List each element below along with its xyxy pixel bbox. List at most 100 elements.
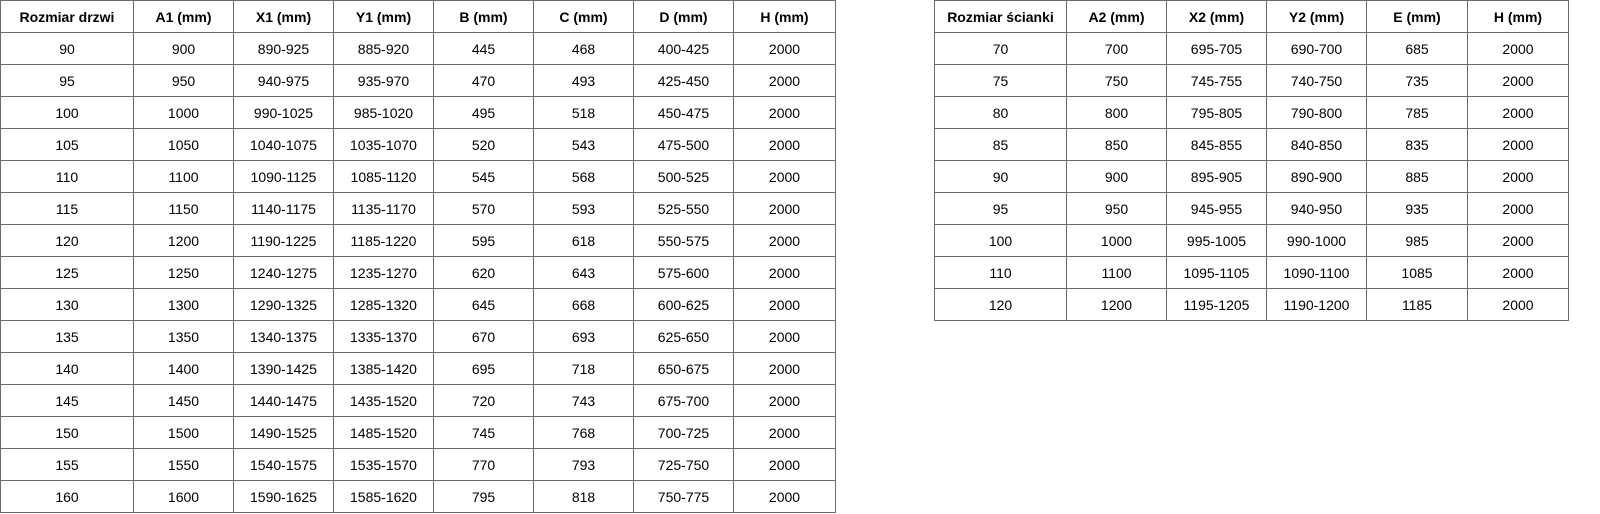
table-cell: 1250 [133, 256, 234, 289]
table-cell: 950 [1066, 192, 1167, 225]
table-cell: 690-700 [1266, 32, 1367, 65]
table-cell: 2000 [733, 192, 836, 225]
table-cell: 840-850 [1266, 128, 1367, 161]
table-cell: 2000 [1467, 192, 1569, 225]
table-cell: 475-500 [633, 128, 734, 161]
table-row: 95 950 940-975 935-970 470 493 425-450 2000 [0, 64, 836, 97]
table-cell: 425-450 [633, 64, 734, 97]
table-cell: 80 [934, 96, 1067, 129]
table-cell: 100 [934, 224, 1067, 257]
table-cell: 1550 [133, 448, 234, 481]
table-row: 95 950 945-955 940-950 935 2000 [934, 192, 1569, 225]
column-header: E (mm) [1366, 0, 1468, 33]
table-cell: 135 [0, 320, 134, 353]
table-cell: 2000 [1467, 64, 1569, 97]
table-cell: 890-900 [1266, 160, 1367, 193]
table-cell: 2000 [1467, 288, 1569, 321]
table-cell: 70 [934, 32, 1067, 65]
table-cell: 940-950 [1266, 192, 1367, 225]
table-row: 75 750 745-755 740-750 735 2000 [934, 64, 1569, 97]
table-cell: 1435-1520 [333, 384, 434, 417]
table-cell: 743 [533, 384, 634, 417]
table-row: 100 1000 990-1025 985-1020 495 518 450-475 2000 [0, 96, 836, 129]
column-header: Rozmiar ścianki [934, 0, 1067, 33]
table-row: 160 1600 1590-1625 1585-1620 795 818 750-775 20… [0, 480, 836, 513]
table-cell: 2000 [733, 320, 836, 353]
table-cell: 735 [1366, 64, 1468, 97]
table-cell: 800 [1066, 96, 1167, 129]
table-cell: 115 [0, 192, 134, 225]
table-cell: 670 [433, 320, 534, 353]
table-cell: 895-905 [1166, 160, 1267, 193]
table-cell: 2000 [1467, 160, 1569, 193]
table-cell: 525-550 [633, 192, 734, 225]
column-header: C (mm) [533, 0, 634, 33]
table-row: 150 1500 1490-1525 1485-1520 745 768 700-725 20… [0, 416, 836, 449]
table-cell: 110 [0, 160, 134, 193]
table-cell: 2000 [733, 128, 836, 161]
table-cell: 1185-1220 [333, 224, 434, 257]
door-dimensions-table: Rozmiar drzwi A1 (mm) X1 (mm) Y1 (mm) B (mm)… [0, 0, 836, 513]
table-cell: 2000 [733, 160, 836, 193]
table-cell: 885 [1366, 160, 1468, 193]
table-cell: 1200 [1066, 288, 1167, 321]
table-cell: 1085-1120 [333, 160, 434, 193]
table-row: 120 1200 1190-1225 1185-1220 595 618 550-575 20… [0, 224, 836, 257]
table-cell: 695 [433, 352, 534, 385]
table-cell: 1190-1225 [233, 224, 334, 257]
column-header: A1 (mm) [133, 0, 234, 33]
table-cell: 545 [433, 160, 534, 193]
table-cell: 1135-1170 [333, 192, 434, 225]
table-cell: 130 [0, 288, 134, 321]
table-cell: 2000 [733, 480, 836, 513]
table-cell: 125 [0, 256, 134, 289]
column-header: D (mm) [633, 0, 734, 33]
table-cell: 520 [433, 128, 534, 161]
table-cell: 890-925 [233, 32, 334, 65]
column-header: X2 (mm) [1166, 0, 1267, 33]
table-cell: 990-1000 [1266, 224, 1367, 257]
table-cell: 2000 [1467, 256, 1569, 289]
table-cell: 990-1025 [233, 96, 334, 129]
table-cell: 1590-1625 [233, 480, 334, 513]
table-cell: 75 [934, 64, 1067, 97]
table-cell: 750 [1066, 64, 1167, 97]
column-header: A2 (mm) [1066, 0, 1167, 33]
table-cell: 543 [533, 128, 634, 161]
table-cell: 595 [433, 224, 534, 257]
table-cell: 1450 [133, 384, 234, 417]
column-header: H (mm) [1467, 0, 1569, 33]
table-cell: 160 [0, 480, 134, 513]
table-cell: 2000 [733, 32, 836, 65]
table-cell: 2000 [733, 288, 836, 321]
table-cell: 1040-1075 [233, 128, 334, 161]
table-cell: 2000 [733, 256, 836, 289]
table-row: 155 1550 1540-1575 1535-1570 770 793 725-750 20… [0, 448, 836, 481]
table-cell: 835 [1366, 128, 1468, 161]
table-cell: 1350 [133, 320, 234, 353]
table-cell: 1585-1620 [333, 480, 434, 513]
table-cell: 120 [0, 224, 134, 257]
table-cell: 1340-1375 [233, 320, 334, 353]
table-cell: 1300 [133, 288, 234, 321]
table-cell: 593 [533, 192, 634, 225]
table-cell: 1095-1105 [1166, 256, 1267, 289]
table-cell: 900 [1066, 160, 1167, 193]
table-cell: 1240-1275 [233, 256, 334, 289]
table-cell: 400-425 [633, 32, 734, 65]
table-cell: 1000 [133, 96, 234, 129]
table-row: 110 1100 1090-1125 1085-1120 545 568 500-525 20… [0, 160, 836, 193]
table-cell: 795-805 [1166, 96, 1267, 129]
table-row: 85 850 845-855 840-850 835 2000 [934, 128, 1569, 161]
table-cell: 1085 [1366, 256, 1468, 289]
table-cell: 90 [934, 160, 1067, 193]
column-header: Y1 (mm) [333, 0, 434, 33]
table-cell: 450-475 [633, 96, 734, 129]
table-cell: 935 [1366, 192, 1468, 225]
table-cell: 500-525 [633, 160, 734, 193]
table-cell: 2000 [733, 64, 836, 97]
table-cell: 100 [0, 96, 134, 129]
table-cell: 795 [433, 480, 534, 513]
table-cell: 900 [133, 32, 234, 65]
table-cell: 650-675 [633, 352, 734, 385]
